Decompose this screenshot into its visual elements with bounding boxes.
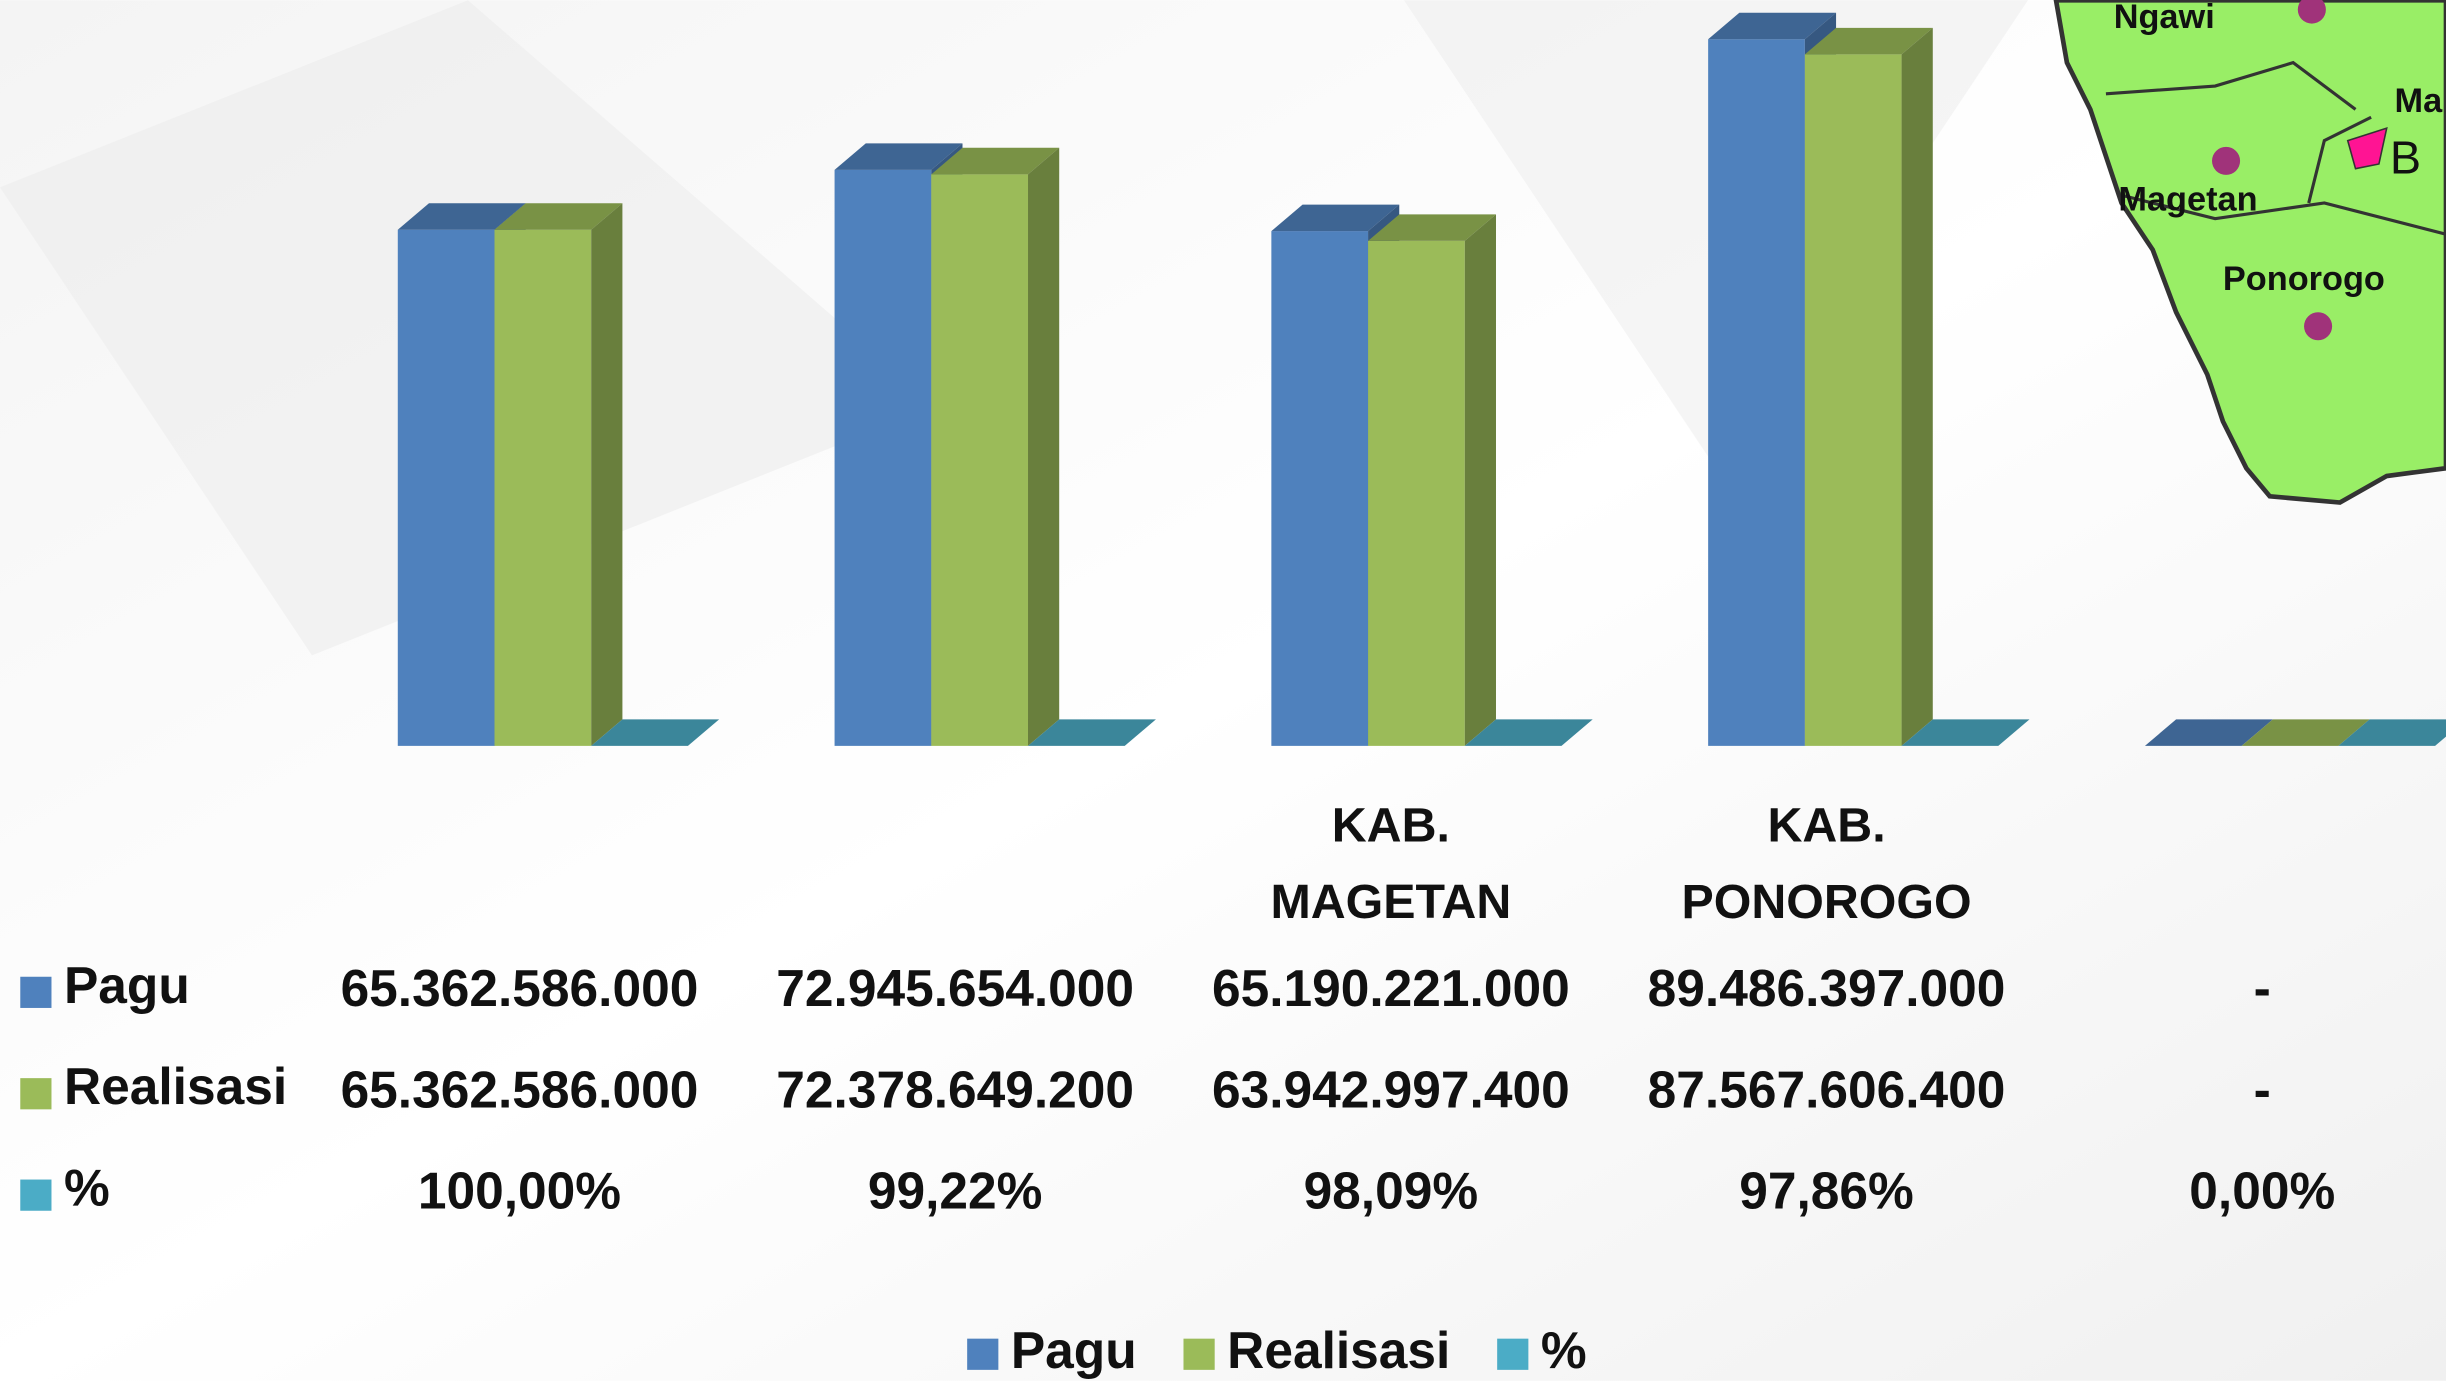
bar [1271, 231, 1369, 746]
table-value: 98,09% [1304, 1162, 1479, 1220]
map-label: Ngawi [2114, 0, 2215, 36]
bar-top [591, 719, 720, 746]
bar-top [2338, 719, 2446, 746]
category-line: MAGETAN [1270, 875, 1511, 929]
bar-group [2338, 719, 2446, 746]
bar-group [494, 203, 623, 746]
legend-key [1183, 1338, 1215, 1370]
map-label: Ponorogo [2223, 260, 2385, 298]
table-key [20, 1179, 52, 1211]
bar-top [1708, 12, 1837, 40]
bar [834, 169, 932, 746]
bar [1804, 54, 1902, 746]
bar [397, 229, 495, 746]
category-line: PONOROGO [1681, 875, 1971, 929]
table-value: - [2254, 1060, 2271, 1118]
bar-group [2241, 719, 2370, 746]
map-label: B [2390, 131, 2421, 183]
bar-top [494, 203, 623, 230]
bar-top [931, 147, 1060, 175]
bar-group [591, 719, 720, 746]
table-value: 72.378.649.200 [776, 1060, 1134, 1118]
table-value: 89.486.397.000 [1648, 959, 2006, 1017]
map-dot [2297, 0, 2326, 24]
map: Ngawi Ma B Magetan Ponorogo [2053, 0, 2446, 505]
bar [1368, 240, 1465, 746]
table-row-header: % [64, 1159, 110, 1217]
table-value: 97,86% [1739, 1162, 1914, 1220]
table-value: - [2254, 959, 2271, 1017]
table-value: 63.942.997.400 [1212, 1060, 1570, 1118]
table-value: 0,00% [2189, 1162, 2335, 1220]
bar-side [591, 203, 623, 746]
map-city [2346, 126, 2388, 170]
bar-side [1028, 147, 1060, 746]
bar-side [1464, 214, 1496, 746]
legend-label: Realisasi [1227, 1321, 1450, 1379]
legend-label: Pagu [1011, 1321, 1137, 1379]
bar-top [1464, 719, 1593, 746]
empty-bar [2241, 719, 2370, 746]
bar-top [397, 203, 526, 230]
empty-bar [2144, 719, 2273, 746]
table-value: 65.362.586.000 [341, 959, 699, 1017]
bar-group [1901, 719, 2030, 746]
map-dot [2212, 146, 2241, 175]
table-value: 99,22% [868, 1162, 1043, 1220]
bar-side [1901, 27, 1933, 746]
table-value: 65.362.586.000 [341, 1060, 699, 1118]
map-region [2053, 0, 2446, 505]
bar-group [1028, 719, 1156, 746]
table-key [20, 976, 52, 1008]
table-value: 100,00% [418, 1162, 621, 1220]
bar-group [2144, 719, 2273, 746]
bar-top [1368, 214, 1496, 241]
category-label: KAB. MAGETAN [1270, 798, 1511, 928]
map-border [2105, 60, 2446, 236]
bar-group [1464, 719, 1593, 746]
bar [931, 174, 1029, 746]
bar-top [1901, 719, 2030, 746]
bar-group [834, 143, 963, 746]
category-label: KAB. PONOROGO [1681, 798, 1971, 928]
table-value: 87.567.606.400 [1648, 1060, 2006, 1118]
legend-label: % [1541, 1321, 1587, 1379]
bar-group [1368, 214, 1496, 746]
bar-top [1804, 27, 1933, 55]
category-line: KAB. [1332, 798, 1450, 852]
category-line: KAB. [1767, 798, 1885, 852]
bar [494, 229, 592, 746]
legend-key [967, 1338, 999, 1370]
map-label: Ma [2395, 82, 2444, 120]
map-label: Magetan [2118, 181, 2257, 219]
table-value: 72.945.654.000 [776, 959, 1134, 1017]
table-value: 65.190.221.000 [1212, 959, 1570, 1017]
bar-group [1804, 27, 1933, 746]
bar [1708, 39, 1805, 746]
map-dot [2304, 312, 2333, 341]
table-row-header: Pagu [64, 956, 190, 1014]
table-key [20, 1078, 52, 1110]
legend-key [1497, 1338, 1529, 1370]
bar-top [834, 143, 963, 170]
bar-group [931, 147, 1060, 746]
bar-top [1028, 719, 1156, 746]
bar-top [1271, 204, 1400, 232]
table-row-header: Realisasi [64, 1057, 287, 1115]
